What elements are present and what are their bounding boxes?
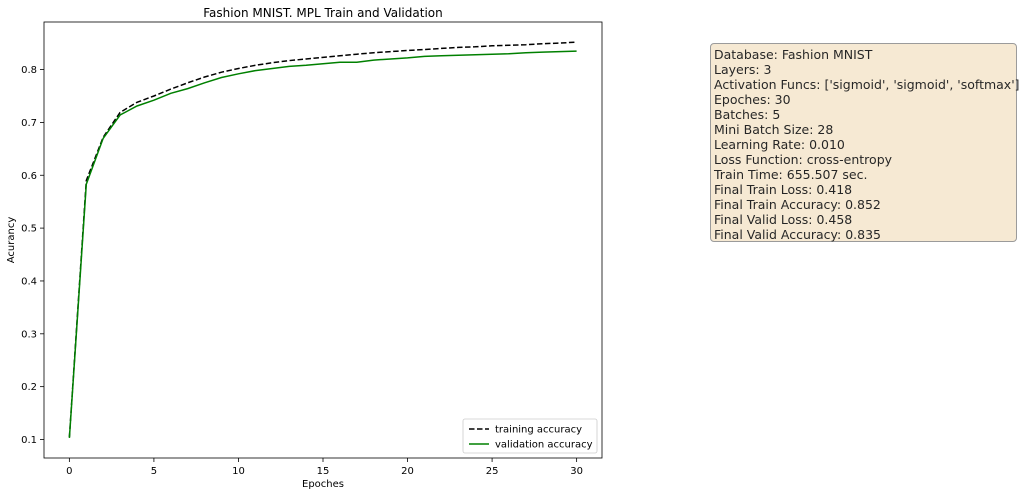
info-final-train-accuracy: Final Train Accuracy: 0.852 [714,197,881,212]
info-final-valid-accuracy: Final Valid Accuracy: 0.835 [714,227,882,242]
info-mini-batch-size: Mini Batch Size: 28 [714,122,834,137]
series-line-validation [68,50,577,438]
legend-label: training accuracy [495,425,582,436]
y-tick-label: 0.4 [21,276,37,287]
x-tick-label: 30 [570,466,583,477]
y-tick-label: 0.2 [21,382,37,393]
info-activation-funcs: Activation Funcs: ['sigmoid', 'sigmoid',… [714,77,1020,92]
y-tick-label: 0.7 [21,118,37,129]
y-tick-label: 0.5 [21,224,37,235]
x-tick-label: 0 [66,466,72,477]
plot-frame [43,21,603,459]
info-database: Database: Fashion MNIST [714,47,873,62]
legend-label: validation accuracy [495,440,593,451]
training-info-box: Database: Fashion MNIST Layers: 3 Activa… [710,43,1020,242]
info-epoches: Epoches: 30 [714,92,791,107]
info-loss-function: Loss Function: cross-entropy [714,152,893,167]
y-tick-label: 0.8 [21,65,37,76]
y-tick-label: 0.3 [21,329,37,340]
info-layers: Layers: 3 [714,62,772,77]
x-tick-label: 10 [232,466,245,477]
y-tick-label: 0.1 [21,435,37,446]
x-tick-label: 15 [317,466,330,477]
y-tick-label: 0.6 [21,171,37,182]
x-tick-label: 5 [151,466,157,477]
info-final-train-loss: Final Train Loss: 0.418 [714,182,853,197]
x-tick-label: 20 [401,466,414,477]
info-final-valid-loss: Final Valid Loss: 0.458 [714,212,853,227]
x-axis-label: Epoches [302,479,344,490]
info-train-time: Train Time: 655.507 sec. [714,167,868,182]
info-batches: Batches: 5 [714,107,781,122]
y-axis-label: Acurancy [6,217,17,264]
chart-title: Fashion MNIST. MPL Train and Validation [203,6,442,20]
x-tick-label: 25 [486,466,499,477]
series-line-training [68,41,577,437]
info-learning-rate: Learning Rate: 0.010 [714,137,845,152]
legend-frame [462,418,598,454]
legend: training accuracy validation accuracy [462,418,598,454]
